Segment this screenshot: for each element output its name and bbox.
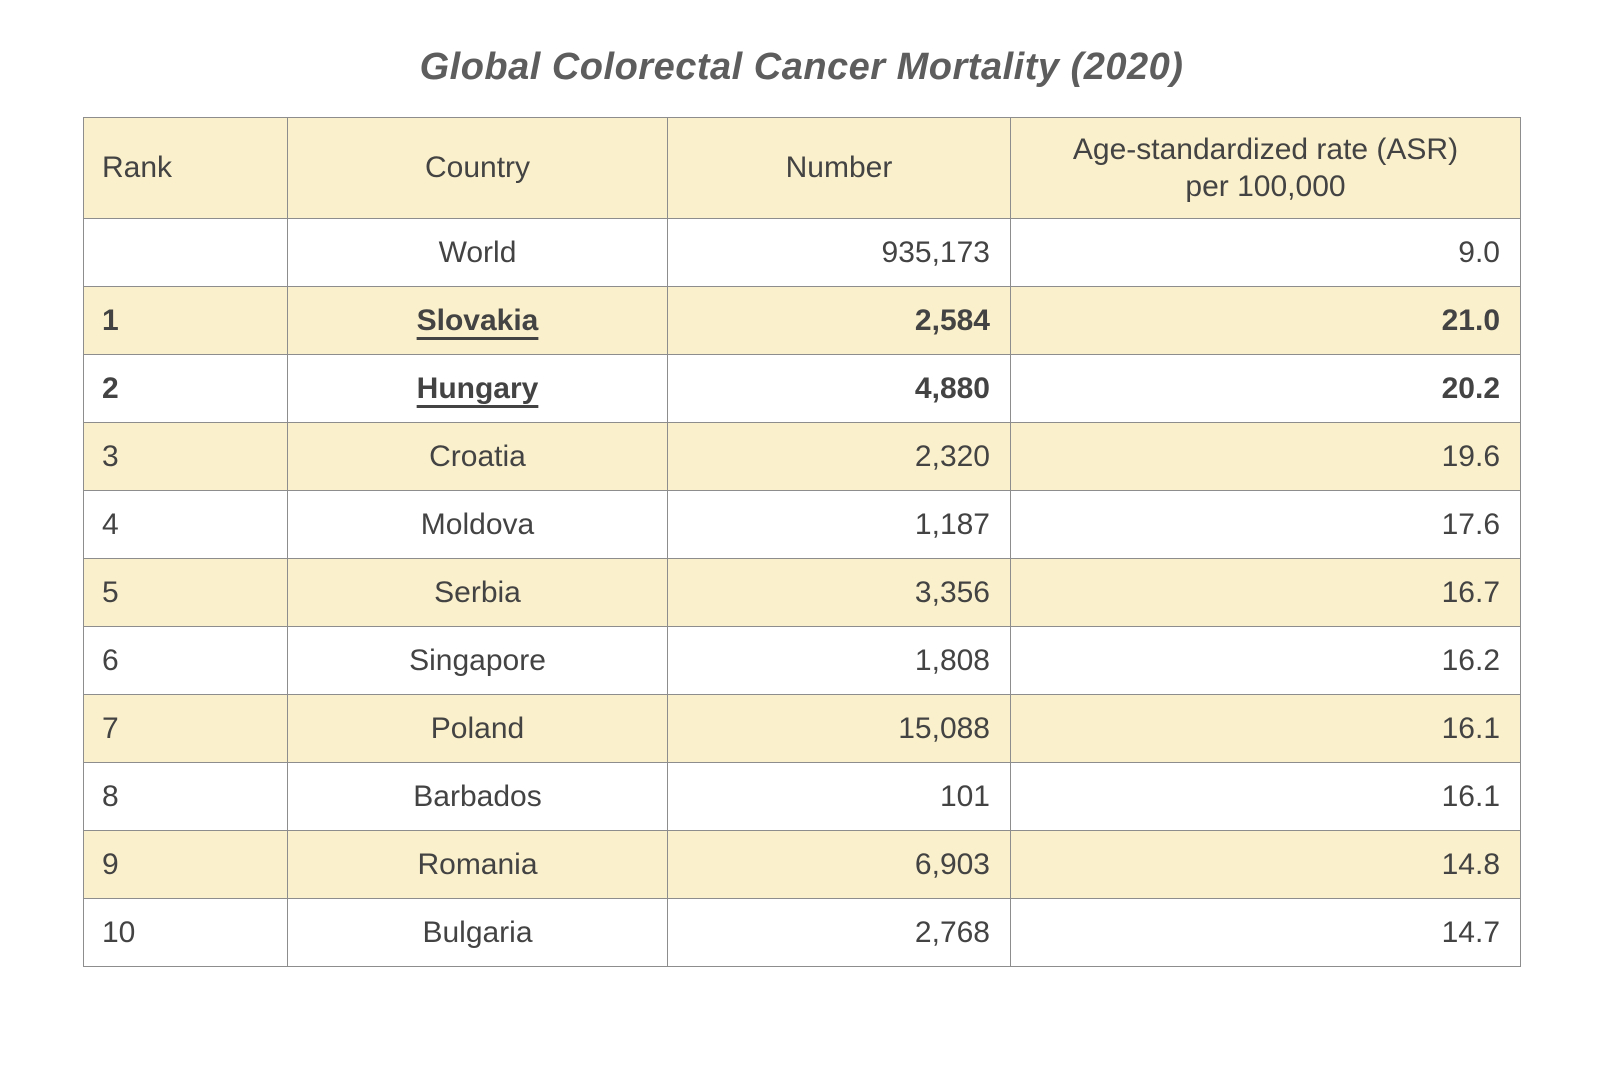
asr-cell: 17.6 xyxy=(1010,490,1521,559)
country-label: Poland xyxy=(430,711,525,745)
country-cell: Slovakia xyxy=(287,286,668,355)
number-cell: 2,584 xyxy=(667,286,1011,355)
country-cell: Bulgaria xyxy=(287,898,668,967)
country-label: Croatia xyxy=(429,439,526,473)
mortality-table: Rank Country Number Age-standardized rat… xyxy=(83,117,1521,967)
number-cell: 6,903 xyxy=(667,830,1011,899)
rank-cell: 4 xyxy=(83,490,288,559)
country-cell: World xyxy=(287,218,668,287)
rank-cell xyxy=(83,218,288,287)
asr-cell: 16.2 xyxy=(1010,626,1521,695)
rank-cell: 8 xyxy=(83,762,288,831)
asr-cell: 16.7 xyxy=(1010,558,1521,627)
header-number: Number xyxy=(667,117,1011,219)
country-label: Hungary xyxy=(416,371,539,405)
asr-cell: 20.2 xyxy=(1010,354,1521,423)
country-cell: Barbados xyxy=(287,762,668,831)
rank-cell: 7 xyxy=(83,694,288,763)
number-cell: 15,088 xyxy=(667,694,1011,763)
number-cell: 3,356 xyxy=(667,558,1011,627)
header-rank: Rank xyxy=(83,117,288,219)
header-country: Country xyxy=(287,117,668,219)
number-cell: 2,768 xyxy=(667,898,1011,967)
table-row-moldova: 4 Moldova 1,187 17.6 xyxy=(83,490,1521,559)
table-row-romania: 9 Romania 6,903 14.8 xyxy=(83,830,1521,899)
number-cell: 101 xyxy=(667,762,1011,831)
rank-cell: 1 xyxy=(83,286,288,355)
country-cell: Poland xyxy=(287,694,668,763)
country-cell: Hungary xyxy=(287,354,668,423)
country-label: Singapore xyxy=(409,643,546,677)
table-row-world: World 935,173 9.0 xyxy=(83,218,1521,287)
header-asr-line2: per 100,000 xyxy=(1185,170,1346,203)
country-cell: Moldova xyxy=(287,490,668,559)
country-label: Bulgaria xyxy=(422,915,533,949)
country-label: Slovakia xyxy=(416,303,539,337)
number-cell: 2,320 xyxy=(667,422,1011,491)
asr-cell: 21.0 xyxy=(1010,286,1521,355)
asr-cell: 16.1 xyxy=(1010,694,1521,763)
country-label: Serbia xyxy=(434,575,521,609)
table-row-slovakia: 1 Slovakia 2,584 21.0 xyxy=(83,286,1521,355)
asr-cell: 14.7 xyxy=(1010,898,1521,967)
number-cell: 1,187 xyxy=(667,490,1011,559)
asr-cell: 14.8 xyxy=(1010,830,1521,899)
country-label: Moldova xyxy=(420,507,535,541)
table-row-singapore: 6 Singapore 1,808 16.2 xyxy=(83,626,1521,695)
country-label: World xyxy=(438,235,517,269)
rank-cell: 9 xyxy=(83,830,288,899)
country-cell: Singapore xyxy=(287,626,668,695)
asr-cell: 16.1 xyxy=(1010,762,1521,831)
rank-cell: 6 xyxy=(83,626,288,695)
asr-cell: 19.6 xyxy=(1010,422,1521,491)
header-row: Rank Country Number Age-standardized rat… xyxy=(83,117,1521,219)
page-title: Global Colorectal Cancer Mortality (2020… xyxy=(419,46,1184,88)
number-cell: 935,173 xyxy=(667,218,1011,287)
rank-cell: 3 xyxy=(83,422,288,491)
title-bar: Global Colorectal Cancer Mortality (2020… xyxy=(83,46,1520,89)
table-row-bulgaria: 10 Bulgaria 2,768 14.7 xyxy=(83,898,1521,967)
country-label: Barbados xyxy=(413,779,542,813)
country-cell: Croatia xyxy=(287,422,668,491)
table-row-serbia: 5 Serbia 3,356 16.7 xyxy=(83,558,1521,627)
rank-cell: 2 xyxy=(83,354,288,423)
table-row-croatia: 3 Croatia 2,320 19.6 xyxy=(83,422,1521,491)
country-cell: Serbia xyxy=(287,558,668,627)
number-cell: 1,808 xyxy=(667,626,1011,695)
rank-cell: 5 xyxy=(83,558,288,627)
rank-cell: 10 xyxy=(83,898,288,967)
country-label: Romania xyxy=(417,847,538,881)
country-cell: Romania xyxy=(287,830,668,899)
table-row-barbados: 8 Barbados 101 16.1 xyxy=(83,762,1521,831)
table-row-poland: 7 Poland 15,088 16.1 xyxy=(83,694,1521,763)
header-asr-line1: Age-standardized rate (ASR) xyxy=(1072,132,1459,166)
header-asr: Age-standardized rate (ASR) per 100,000 xyxy=(1010,117,1521,219)
table-row-hungary: 2 Hungary 4,880 20.2 xyxy=(83,354,1521,423)
number-cell: 4,880 xyxy=(667,354,1011,423)
asr-cell: 9.0 xyxy=(1010,218,1521,287)
